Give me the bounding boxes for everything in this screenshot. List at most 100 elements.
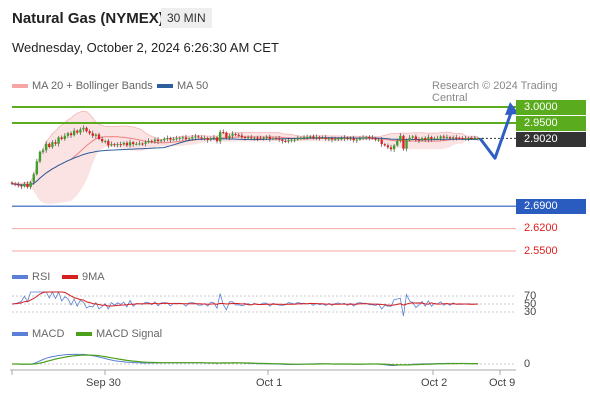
legend-macd-signal-swatch: [76, 332, 92, 337]
legend-macd-signal: MACD Signal: [76, 328, 162, 340]
candle-body: [237, 134, 240, 136]
candle-body: [194, 136, 197, 138]
x-tick-oct1: Oct 1: [256, 377, 283, 389]
candle-body: [321, 137, 324, 139]
timeframe-badge[interactable]: 30 MIN: [161, 8, 212, 28]
candle-body: [324, 137, 327, 139]
legend-ma50-swatch: [157, 84, 173, 89]
candle-body: [467, 138, 470, 140]
candle-body: [222, 131, 225, 133]
candle-body: [265, 137, 268, 139]
candle-body: [122, 142, 126, 145]
candle-body: [473, 138, 477, 140]
candle-body: [327, 138, 331, 140]
candle-body: [408, 137, 411, 141]
chart-title: Natural Gas (NYMEX): [12, 10, 164, 27]
candle-body: [35, 161, 39, 175]
candle-body: [166, 138, 169, 140]
candle-body: [399, 135, 402, 141]
legend-bb-swatch: [12, 84, 28, 89]
candle-body: [333, 139, 337, 141]
candle-body: [287, 140, 290, 142]
candle-body: [66, 133, 70, 136]
candle-body: [231, 133, 234, 136]
candle-body: [262, 137, 265, 139]
candle-body: [113, 144, 116, 146]
candle-body: [380, 139, 383, 145]
rsi-line: [11, 290, 478, 317]
candle-body: [41, 150, 45, 152]
candle-body: [110, 144, 113, 146]
candle-body: [97, 134, 101, 139]
current-price-tag: 2.9020: [516, 132, 586, 147]
candle-body: [138, 143, 141, 145]
candle-body: [144, 142, 147, 144]
candle-body: [203, 138, 206, 140]
candle-body: [153, 139, 157, 142]
candle-body: [476, 138, 480, 140]
candle-body: [274, 138, 278, 140]
candle-body: [184, 137, 188, 140]
level-tag-3000: 3.0000: [516, 100, 586, 115]
candle-body: [29, 182, 32, 187]
bollinger-band: [12, 111, 478, 205]
candle-body: [253, 137, 256, 139]
candle-body: [218, 131, 222, 142]
timestamp: Wednesday, October 2, 2024 6:26:30 AM CE…: [12, 40, 279, 55]
projection-path: [478, 106, 515, 160]
candle-body: [69, 133, 73, 136]
x-tick-oct9: Oct 9: [489, 377, 516, 389]
candle-body: [38, 151, 42, 162]
candle-body: [414, 136, 418, 140]
candle-body: [343, 137, 346, 139]
candle-body: [427, 137, 430, 140]
candle-body: [309, 136, 312, 138]
candle-body: [430, 137, 433, 139]
candle-body: [26, 183, 29, 187]
legend-rsi-swatch: [12, 275, 28, 280]
candle-body: [181, 137, 185, 139]
candle-body: [104, 140, 107, 142]
candle-body: [178, 137, 181, 139]
candle-body: [284, 140, 287, 142]
candle-body: [346, 137, 349, 139]
candle-body: [392, 145, 396, 150]
candle-body: [256, 137, 259, 139]
candle-body: [374, 138, 377, 140]
rsi-ma-line: [11, 291, 479, 307]
legend-bb: MA 20 + Bollinger Bands: [12, 80, 153, 92]
legend-bb-label: MA 20 + Bollinger Bands: [32, 80, 153, 92]
candle-body: [442, 136, 445, 138]
candle-body: [91, 133, 94, 136]
x-tick-sep30: Sep 30: [86, 377, 121, 389]
candle-body: [191, 137, 194, 139]
candle-body: [243, 137, 247, 139]
candle-body: [330, 138, 334, 140]
candle-body: [94, 134, 98, 136]
candle-body: [433, 138, 436, 140]
candle-body: [445, 137, 449, 139]
candle-body: [259, 138, 262, 140]
candle-body: [315, 137, 318, 139]
legend-rsi-ma: 9MA: [62, 271, 105, 283]
candle-body: [13, 183, 17, 185]
candle-body: [396, 140, 399, 146]
candle-body: [125, 142, 129, 146]
bollinger-upper-line: [11, 110, 478, 185]
candle-body: [209, 138, 212, 140]
candle-body: [464, 138, 467, 140]
candle-body: [337, 138, 340, 140]
candle-body: [88, 131, 91, 134]
candle-body: [383, 144, 386, 146]
candle-body: [57, 137, 60, 144]
candle-body: [187, 138, 191, 140]
candle-body: [240, 135, 244, 138]
candle-body: [135, 143, 138, 145]
candle-body: [389, 147, 393, 150]
legend-macd-signal-label: MACD Signal: [96, 328, 163, 340]
rsi-tick-70: 70: [524, 290, 537, 302]
candle-body: [278, 138, 281, 140]
legend-rsi-ma-label: 9MA: [82, 271, 105, 283]
candle-body: [172, 139, 175, 140]
candle-body: [45, 143, 48, 151]
